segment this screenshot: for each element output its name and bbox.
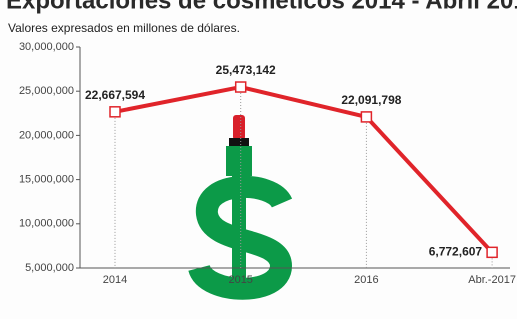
- point-marker: [361, 112, 371, 122]
- value-label: 22,667,594: [85, 88, 145, 102]
- chart-title: Exportaciones de cosméticos 2014 - Abril…: [6, 0, 517, 14]
- y-tick-label: 20,000,000: [19, 129, 74, 141]
- point-marker: [487, 247, 497, 257]
- page: {"chart_data": {"type": "line", "title":…: [0, 0, 517, 319]
- x-tick-label: 2015: [228, 274, 252, 286]
- chart: Exportaciones de cosméticos 2014 - Abril…: [0, 0, 517, 319]
- x-tick-label: 2014: [103, 274, 127, 286]
- point-marker: [236, 82, 246, 92]
- point-marker: [110, 107, 120, 117]
- lipstick-band: [229, 138, 249, 146]
- lipstick-tip: [233, 115, 245, 140]
- background: [0, 0, 517, 319]
- value-label: 6,772,607: [429, 245, 483, 259]
- x-tick-label: Abr.-2017: [468, 274, 516, 286]
- value-label: 25,473,142: [216, 63, 276, 77]
- value-label: 22,091,798: [341, 93, 401, 107]
- y-tick-label: 25,000,000: [19, 85, 74, 97]
- y-tick-label: 5,000,000: [25, 262, 74, 274]
- y-tick-label: 15,000,000: [19, 174, 74, 186]
- y-tick-label: 10,000,000: [19, 218, 74, 230]
- y-tick-label: 30,000,000: [19, 41, 74, 53]
- x-tick-label: 2016: [354, 274, 378, 286]
- lipstick-body: [226, 146, 252, 176]
- chart-subtitle: Valores expresados en millones de dólare…: [8, 21, 240, 35]
